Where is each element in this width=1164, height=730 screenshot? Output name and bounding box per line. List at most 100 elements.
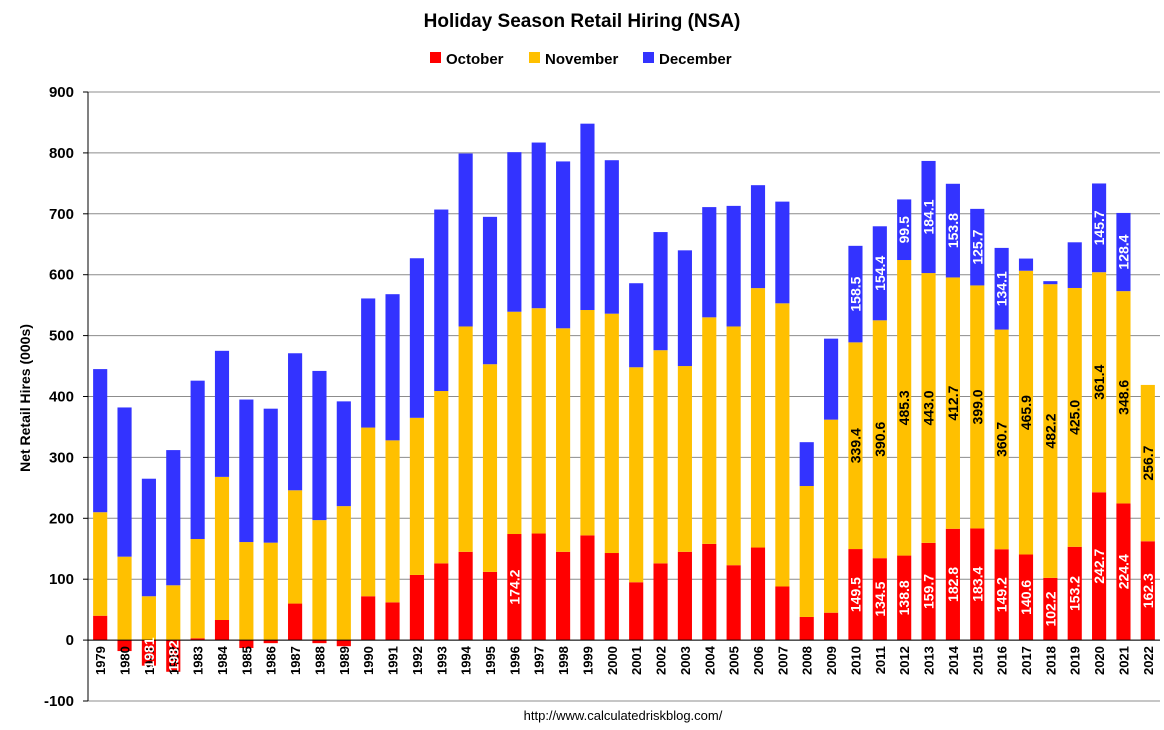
bar-october-1999 [580,535,595,641]
bar-december-1988 [312,370,327,521]
legend: October November December [430,51,732,68]
bar-october-1994 [458,551,473,641]
bar-november-2009 [824,419,839,613]
bar-october-1984 [214,620,230,641]
data-label-november-2012: 485.3 [896,390,912,425]
bar-november-2005 [726,326,741,566]
data-label-december-2014: 153.8 [945,213,961,248]
bar-december-1982 [166,450,181,586]
data-label-november-2015: 399.0 [969,389,985,424]
y-tick-label: 300 [49,449,74,466]
x-tick-label: 2002 [654,646,669,675]
data-label-december-2010: 158.5 [847,276,863,311]
data-label-october-2019: 153.2 [1067,576,1083,611]
bar-december-2001 [629,283,644,368]
bar-december-1992 [409,258,424,418]
bar-october-2003 [677,551,692,641]
bar-december-2019 [1067,242,1082,288]
bar-december-2007 [775,201,790,304]
bar-december-2021 [1116,212,1131,292]
bar-november-1992 [409,417,424,575]
bar-december-1979 [93,369,108,513]
bar-november-2022 [1140,384,1155,542]
bar-december-2009 [824,338,839,420]
y-tick-label: 500 [49,328,74,345]
bar-november-2018 [1043,284,1058,578]
x-tick-label: 1991 [386,646,401,675]
data-label-october-2017: 140.6 [1018,580,1034,615]
bar-december-2018 [1043,281,1058,285]
bar-november-2012 [897,260,912,556]
x-tick-label: 1988 [312,646,327,675]
x-tick-label: 2010 [848,646,863,675]
x-tick-label: 2017 [1019,646,1034,675]
bar-november-1987 [288,490,303,604]
bar-october-1997 [531,533,546,641]
x-tick-label: 1985 [239,646,254,675]
bar-november-1982 [166,585,181,641]
bar-november-1998 [556,328,571,552]
x-tick-label: 2019 [1068,646,1083,675]
x-tick-label: 1984 [215,645,230,675]
x-tick-label: 1990 [361,646,376,675]
data-label-october-1982: 1982 [165,640,181,671]
data-label-november-2018: 482.2 [1042,413,1058,448]
bar-november-2020 [1092,272,1107,493]
bar-november-2010 [848,342,863,550]
bar-november-1989 [336,506,351,641]
legend-label-december: December [659,51,732,68]
bar-december-2003 [677,250,692,367]
x-tick-label: 1995 [483,646,498,675]
bar-december-2011 [872,226,887,321]
bar-november-2002 [653,350,668,564]
x-tick-label: 2007 [775,646,790,675]
x-tick-label: 1992 [410,646,425,675]
bar-november-2006 [750,288,766,548]
x-tick-label: 2009 [824,646,839,675]
bar-november-2021 [1116,291,1131,504]
data-label-november-2020: 361.4 [1091,365,1107,400]
bar-october-2021 [1116,503,1131,641]
bar-december-2017 [1018,258,1034,271]
x-tick-label: 1996 [507,646,522,675]
bar-november-2013 [921,273,936,543]
data-label-october-2020: 242.7 [1091,548,1107,583]
bar-october-2019 [1067,546,1082,641]
data-label-october-2015: 183.4 [969,567,985,602]
x-tick-label: 2016 [995,646,1010,675]
bar-december-1986 [263,408,278,543]
x-tick-label: 1989 [337,646,352,675]
bar-october-2004 [702,543,717,641]
x-tick-label: 2020 [1092,646,1107,675]
bar-november-2015 [970,285,985,529]
bar-october-1985 [239,640,254,649]
x-tick-label: 1981 [142,646,157,675]
bar-november-1993 [434,391,449,564]
y-tick-label: 700 [49,206,74,223]
bar-december-1993 [434,209,449,392]
bar-october-2010 [848,549,863,641]
bar-december-1999 [580,123,595,311]
bar-october-1982 [166,640,181,672]
y-tick-label: 200 [49,510,74,527]
bar-december-1981 [141,478,156,597]
bar-december-1983 [190,380,205,540]
bar-october-1983 [190,638,205,641]
bars [93,123,1155,672]
x-tick-label: 1979 [93,646,108,675]
bar-november-1988 [312,520,327,641]
bar-november-1990 [361,427,376,597]
bar-october-2015 [970,528,985,641]
bar-october-2002 [653,563,668,641]
bar-december-2014 [945,183,960,278]
bar-november-1997 [531,308,546,534]
x-tick-label: 2012 [897,646,912,675]
bar-december-1996 [507,152,522,312]
bar-october-1993 [434,563,449,641]
y-axis: -100 0 100 200 300 400 500 600 700 800 900 [44,84,89,710]
bar-october-2000 [604,553,619,641]
bar-november-2016 [994,329,1009,550]
bar-october-1995 [482,571,498,641]
data-label-october-1996: 174.2 [506,569,522,604]
bar-december-1994 [458,153,473,327]
